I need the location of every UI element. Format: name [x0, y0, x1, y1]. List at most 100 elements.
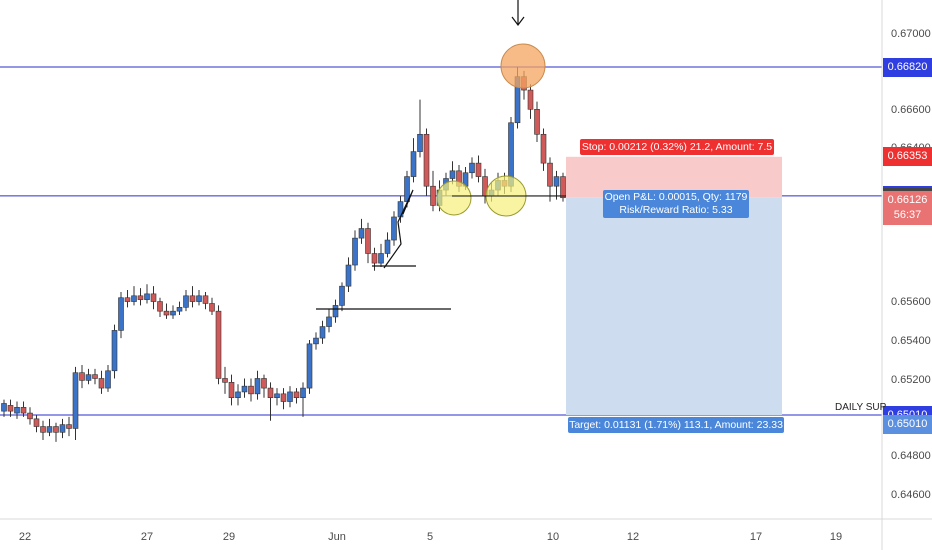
risk-reward-text: Risk/Reward Ratio: 5.33 [619, 204, 733, 216]
candle [534, 101, 540, 142]
candle [176, 301, 183, 316]
candle-body [384, 239, 391, 254]
candle-body [215, 310, 222, 379]
price-tick-label: 0.65600 [891, 296, 931, 308]
candle-body [378, 253, 384, 264]
candle [27, 407, 33, 425]
candle [449, 161, 456, 185]
candle-body [430, 185, 436, 206]
price-tick-label: 0.66600 [891, 104, 931, 116]
drawing-annotations [316, 0, 566, 310]
candle-body [254, 378, 261, 395]
candlesticks [1, 67, 566, 442]
candle-body [332, 305, 339, 318]
candle [547, 157, 553, 202]
candle [391, 211, 397, 246]
candle-body [410, 151, 417, 177]
candle-body [423, 133, 430, 187]
candle [397, 195, 404, 223]
candle [66, 416, 72, 437]
candle [235, 384, 241, 406]
candle-body [547, 162, 553, 187]
candle-body [137, 295, 144, 300]
target-label[interactable]: Target: 0.01131 (1.71%) 113.1, Amount: 2… [568, 417, 784, 433]
candle-body [144, 293, 150, 300]
candle [209, 297, 215, 316]
candle [332, 299, 339, 323]
candle [111, 324, 118, 379]
candle-body [235, 391, 241, 398]
candle-body [124, 297, 131, 302]
candle-body [79, 372, 85, 381]
time-tick-label: 5 [427, 531, 433, 543]
candle-body [274, 393, 280, 398]
candle-body [189, 295, 196, 302]
candle-body [534, 108, 540, 135]
candle [319, 320, 326, 344]
candle [196, 290, 202, 306]
candle-body [319, 326, 326, 339]
price-tick-label: 0.65200 [891, 374, 931, 386]
price-badge: 0.66820 [883, 57, 932, 77]
candle-body [261, 378, 267, 389]
candle [280, 388, 287, 410]
candle [1, 399, 7, 417]
candle-body [163, 310, 170, 316]
candle [33, 415, 40, 433]
candle [20, 401, 27, 417]
candle [358, 218, 365, 244]
candle [274, 388, 280, 406]
candle [144, 284, 150, 304]
time-tick-label: 27 [141, 531, 153, 543]
candle [352, 230, 358, 271]
candle [150, 286, 157, 310]
candle [553, 170, 560, 200]
candle [241, 378, 248, 398]
candle-body [306, 343, 313, 389]
stop-label[interactable]: Stop: 0.00212 (0.32%) 21.2, Amount: 7.5 [580, 139, 774, 155]
candle-body [417, 133, 423, 152]
price-tick-label: 0.65400 [891, 335, 931, 347]
candle-body [469, 162, 475, 174]
candle-body [46, 426, 53, 433]
candle [118, 291, 124, 339]
candle-body [98, 378, 105, 389]
candle-body [287, 391, 293, 402]
candle [287, 386, 293, 408]
candle-body [85, 374, 92, 381]
candle-body [40, 426, 46, 433]
open-pl-label[interactable]: Open P&L: 0.00015, Qty: 1179 Risk/Reward… [603, 190, 749, 218]
price-badge: 0.66126 [883, 190, 932, 210]
candle-body [391, 216, 397, 241]
time-tick-label: 29 [223, 531, 235, 543]
candle-body [176, 307, 183, 312]
candle [183, 290, 189, 312]
candle-body [196, 295, 202, 302]
candle-body [157, 301, 163, 312]
candle-body [150, 293, 157, 302]
price-tick-label: 0.64600 [891, 489, 931, 501]
candle-body [7, 405, 14, 412]
price-tick-label: 0.64800 [891, 450, 931, 462]
candle [46, 418, 53, 437]
price-badge: 0.66353 [883, 147, 932, 167]
candle [228, 374, 235, 406]
take-profit-zone[interactable] [566, 197, 782, 415]
time-tick-label: 17 [750, 531, 762, 543]
price-badge: 0.65010 [883, 415, 932, 435]
zigzag-drawing [383, 189, 414, 269]
candle-body [170, 310, 176, 316]
candle-body [313, 337, 319, 345]
candle-body [326, 316, 332, 327]
candle [14, 401, 20, 419]
candle [248, 378, 254, 402]
candle [261, 374, 267, 398]
price-tick-label: 0.67000 [891, 28, 931, 40]
time-tick-label: 10 [547, 531, 559, 543]
candle [92, 368, 98, 385]
candle-body [280, 393, 287, 402]
candle-body [222, 378, 228, 383]
candle [215, 305, 222, 385]
candle [339, 282, 345, 312]
